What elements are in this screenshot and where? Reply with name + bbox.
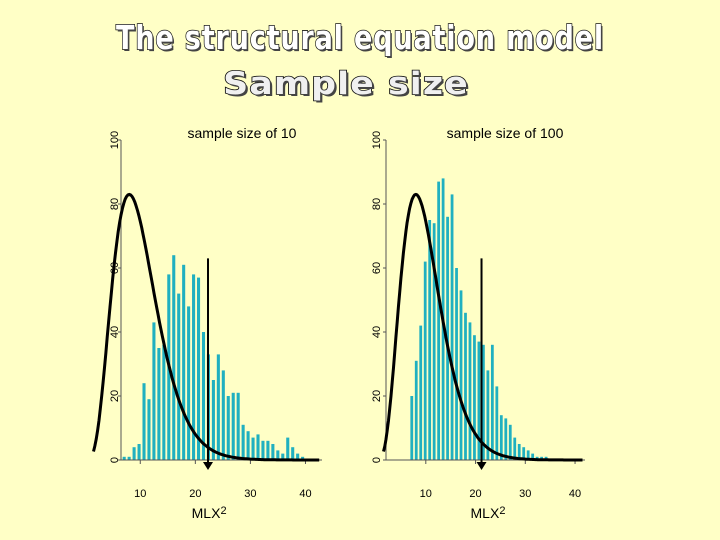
density-curve: [92, 192, 320, 462]
bar: [513, 437, 517, 460]
bar: [486, 370, 490, 460]
y-tick-label: 40: [109, 326, 121, 338]
bar: [221, 370, 225, 460]
chart-title: sample size of 10: [188, 125, 297, 141]
bar: [464, 312, 467, 460]
bar: [152, 322, 156, 460]
bar: [246, 431, 250, 460]
bar: [450, 194, 454, 460]
bar: [473, 335, 476, 460]
y-tick-label: 60: [371, 262, 383, 274]
y-tick-label: 40: [371, 326, 383, 338]
y-tick-label: 100: [371, 131, 383, 149]
bar: [423, 261, 427, 460]
bar: [172, 255, 176, 460]
bar: [286, 437, 290, 460]
bar: [428, 220, 432, 460]
y-tick-label: 20: [371, 390, 383, 402]
bar: [157, 348, 161, 460]
bar: [495, 386, 499, 460]
x-axis-label: MLX2: [471, 505, 506, 521]
bar: [296, 453, 300, 460]
bar: [241, 424, 245, 460]
critical-value-arrow: [203, 462, 214, 470]
y-tick-label: 80: [109, 198, 121, 210]
bar: [256, 434, 260, 460]
bar: [477, 341, 481, 460]
y-tick-label: 80: [371, 198, 383, 210]
bar: [490, 344, 494, 460]
bar: [531, 453, 535, 460]
bar: [455, 268, 458, 460]
critical-value-arrow: [476, 462, 487, 470]
bar: [437, 181, 441, 460]
bar: [216, 354, 220, 460]
bar: [508, 424, 512, 460]
bar: [201, 332, 206, 460]
bar: [127, 456, 131, 460]
y-tick-label: 100: [109, 131, 121, 149]
bar: [504, 418, 508, 460]
bar: [147, 399, 151, 460]
bar: [301, 456, 305, 460]
x-tick-label: 30: [244, 488, 256, 500]
x-tick-label: 20: [189, 488, 201, 500]
bar: [419, 325, 423, 460]
bar: [432, 223, 436, 460]
x-tick-label: 30: [519, 488, 531, 500]
y-tick-label: 0: [371, 457, 383, 463]
bar: [132, 447, 136, 460]
bar: [414, 360, 418, 460]
bar: [291, 447, 295, 460]
bar: [281, 453, 285, 460]
bar: [271, 444, 275, 460]
bar: [410, 396, 414, 460]
bars: [410, 178, 548, 460]
bar: [137, 444, 141, 460]
bar: [468, 322, 472, 460]
bar: [177, 293, 181, 460]
chart-title: sample size of 100: [447, 125, 564, 141]
bar: [517, 444, 521, 460]
bar: [196, 277, 201, 460]
bar: [236, 392, 240, 460]
x-tick-label: 40: [299, 488, 311, 500]
slide-title: The structural equation model: [115, 17, 604, 58]
bar: [192, 274, 196, 460]
y-tick-label: 20: [109, 390, 121, 402]
x-tick-label: 40: [569, 488, 581, 500]
bar: [261, 440, 265, 460]
bar: [522, 447, 526, 460]
bar: [499, 415, 503, 460]
x-tick-label: 20: [469, 488, 481, 500]
bar: [122, 456, 126, 460]
slide-subtitle: Sample size: [222, 65, 469, 103]
bar: [231, 392, 235, 460]
bar: [162, 344, 166, 460]
bar: [226, 396, 230, 460]
y-tick-label: 0: [109, 457, 121, 463]
x-tick-label: 10: [134, 488, 146, 500]
bar: [142, 383, 146, 460]
bar: [276, 450, 280, 460]
bar: [251, 437, 255, 460]
x-axis-label: MLX2: [192, 505, 227, 521]
bar: [526, 450, 530, 460]
bar: [482, 344, 485, 460]
bar: [266, 440, 270, 460]
bar: [211, 380, 215, 460]
bar: [459, 290, 463, 460]
density-curve: [382, 192, 583, 462]
bar: [187, 306, 191, 460]
x-tick-label: 10: [420, 488, 432, 500]
bar: [182, 264, 186, 460]
